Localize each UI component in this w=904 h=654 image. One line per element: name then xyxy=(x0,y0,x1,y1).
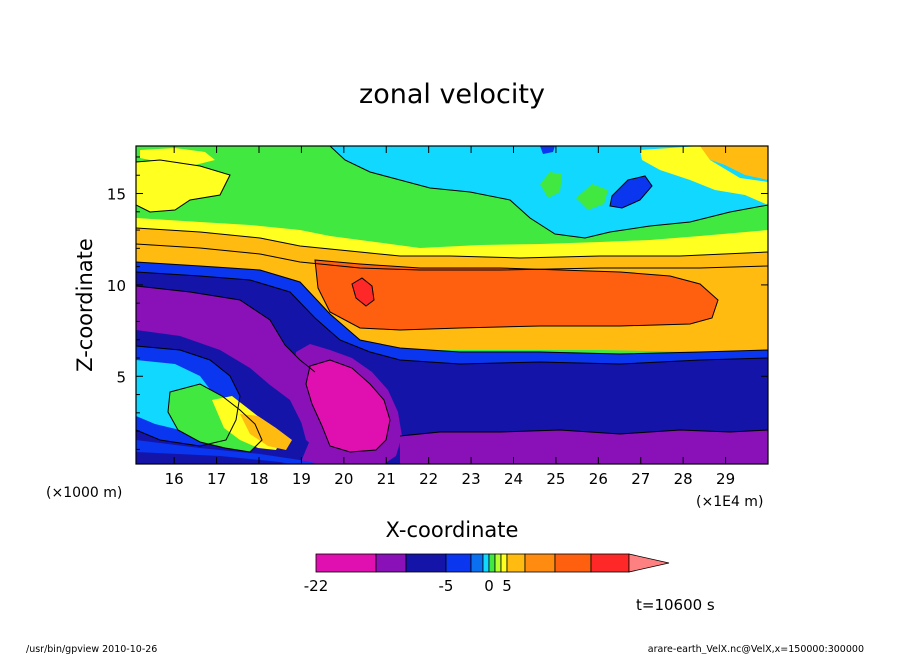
colorbar-label: -5 xyxy=(439,577,454,595)
x-tick-label: 18 xyxy=(249,470,268,488)
contour-field xyxy=(136,146,768,464)
colorbar-segment xyxy=(500,553,508,573)
colorbar-segment xyxy=(506,553,526,573)
colorbar-segment xyxy=(554,553,592,573)
x-axis-label: X-coordinate xyxy=(386,518,519,542)
contour-lines xyxy=(136,146,768,453)
colorbar-segment xyxy=(590,553,630,573)
y-tick-label: 10 xyxy=(107,277,126,295)
footer-right: arare-earth_VelX.nc@VelX,x=150000:300000 xyxy=(648,644,864,654)
field-orange-dark-core xyxy=(315,260,718,330)
y-tick-label: 15 xyxy=(107,186,126,204)
chart-title: zonal velocity xyxy=(359,79,545,110)
colorbar-segment xyxy=(488,553,496,573)
field-green-island-2 xyxy=(576,184,608,210)
field-top-left-yellow xyxy=(136,160,230,212)
colorbar: -22 -5 0 5 xyxy=(304,553,670,595)
plot-frame xyxy=(135,145,769,465)
colorbar-label: -22 xyxy=(304,577,329,595)
x-tick-label: 27 xyxy=(631,470,650,488)
colorbar-segment xyxy=(470,553,484,573)
colorbar-label: 5 xyxy=(502,577,512,595)
field-green-island xyxy=(540,172,562,198)
x-tick-label: 24 xyxy=(504,470,523,488)
x-axis: 16 17 18 19 20 21 22 23 24 25 26 27 28 29 xyxy=(165,146,735,488)
y-axis-label: Z-coordinate xyxy=(73,238,97,372)
colorbar-segment xyxy=(482,553,490,573)
colorbar-segment xyxy=(315,553,377,573)
x-tick-label: 17 xyxy=(207,470,226,488)
field-purple-ring xyxy=(292,344,402,464)
x-unit-left: (×1000 m) xyxy=(46,485,122,501)
x-tick-label: 28 xyxy=(674,470,693,488)
x-tick-label: 20 xyxy=(334,470,353,488)
colorbar-segment xyxy=(524,553,556,573)
field-top-right-orange xyxy=(700,146,768,180)
colorbar-segment xyxy=(494,553,502,573)
field-purple-bottom xyxy=(400,430,768,464)
colorbar-segment xyxy=(405,553,447,573)
field-yellow-pocket xyxy=(140,148,215,165)
x-unit-right: (×1E4 m) xyxy=(696,494,763,510)
x-tick-label: 26 xyxy=(589,470,608,488)
x-tick-label: 22 xyxy=(419,470,438,488)
colorbar-label: 0 xyxy=(484,577,494,595)
footer-left: /usr/bin/gpview 2010-10-26 xyxy=(26,644,157,654)
y-axis: 5 10 15 xyxy=(107,156,768,450)
y-tick-label: 5 xyxy=(116,368,126,386)
time-label: t=10600 s xyxy=(636,596,715,614)
x-tick-label: 29 xyxy=(716,470,735,488)
colorbar-extend-arrow xyxy=(628,553,670,573)
x-tick-label: 23 xyxy=(462,470,481,488)
field-top-right-yellow xyxy=(640,146,768,205)
field-orange-lower xyxy=(240,414,292,450)
x-tick-label: 25 xyxy=(546,470,565,488)
x-tick-label: 21 xyxy=(377,470,396,488)
x-tick-label: 19 xyxy=(292,470,311,488)
field-blue-blob-2 xyxy=(540,146,555,154)
x-tick-label: 16 xyxy=(165,470,184,488)
colorbar-segment xyxy=(445,553,472,573)
field-magenta-core xyxy=(306,360,390,452)
field-blue-blob-1 xyxy=(610,176,652,208)
colorbar-segment xyxy=(375,553,407,573)
